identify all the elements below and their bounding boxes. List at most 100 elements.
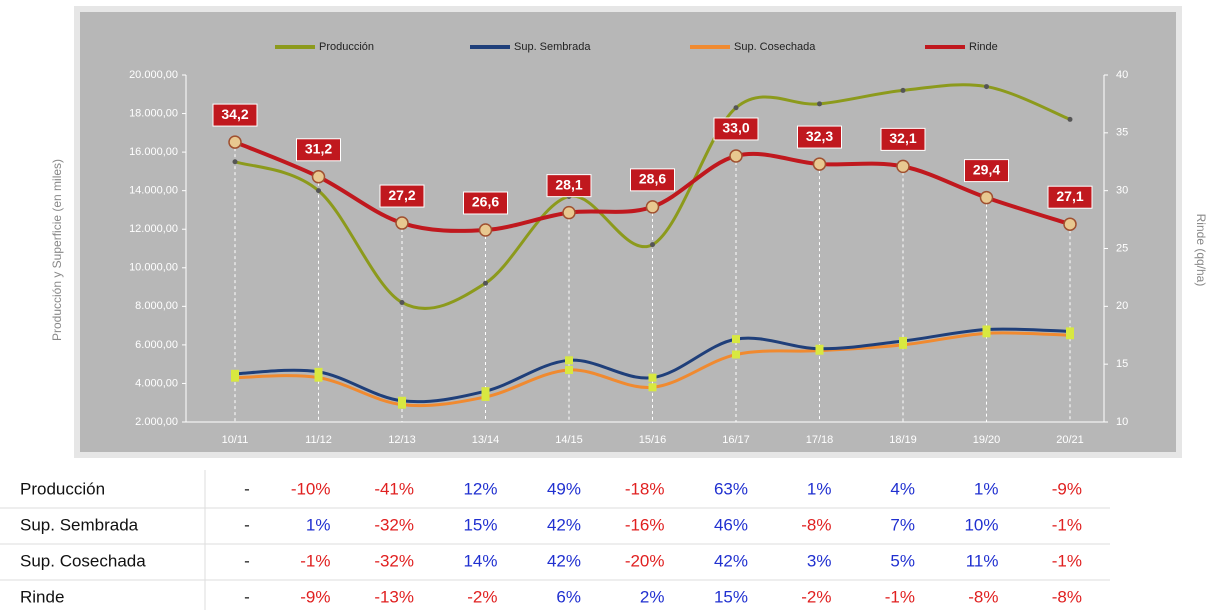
table-cell: -2% <box>801 587 831 606</box>
data-label: 28,6 <box>639 171 666 187</box>
table-cell: -1% <box>885 587 915 606</box>
table-cell: - <box>244 587 250 606</box>
data-label-box <box>713 117 759 141</box>
data-label-box <box>1047 185 1093 209</box>
legend-label: Sup. Cosechada <box>734 41 816 53</box>
point <box>729 149 743 163</box>
table-cell: -1% <box>300 551 330 570</box>
data-label-box <box>546 174 592 198</box>
y2-tick-label: 35 <box>1116 127 1128 139</box>
point <box>732 350 740 359</box>
y-tick-label: 12.000,00 <box>129 223 178 235</box>
y-tick-label: 16.000,00 <box>129 146 178 158</box>
table-cell: -8% <box>968 587 998 606</box>
table-cell: 42% <box>714 551 748 570</box>
x-tick-label: 18/19 <box>889 434 917 446</box>
row-label: Sup. Sembrada <box>20 515 139 534</box>
data-label: 32,1 <box>889 130 916 146</box>
point <box>228 135 242 149</box>
y-tick-label: 14.000,00 <box>129 185 178 197</box>
y-tick-label: 20.000,00 <box>129 69 178 81</box>
table-cell: 46% <box>714 515 748 534</box>
point <box>232 159 238 165</box>
y2-tick-label: 30 <box>1116 185 1128 197</box>
data-label-box <box>212 103 258 127</box>
x-tick-label: 16/17 <box>722 434 750 446</box>
table-cell: 12% <box>463 479 497 498</box>
table-cell: -18% <box>625 479 665 498</box>
table-cell: 4% <box>890 479 915 498</box>
point <box>900 87 906 93</box>
data-label-box <box>797 125 842 149</box>
table-cell: 49% <box>547 479 581 498</box>
point <box>565 356 573 365</box>
data-label: 33,0 <box>722 120 749 136</box>
point <box>1063 217 1077 231</box>
data-label-box <box>630 168 675 192</box>
data-label-box <box>880 127 926 151</box>
y2-tick-label: 20 <box>1116 300 1128 312</box>
x-tick-label: 12/13 <box>388 434 416 446</box>
data-label-box <box>379 184 425 208</box>
y-tick-label: 4.000,00 <box>135 377 178 389</box>
point <box>314 367 323 376</box>
table-cell: 1% <box>974 479 999 498</box>
table-cell: -13% <box>374 587 414 606</box>
point <box>565 365 573 374</box>
point <box>398 396 406 405</box>
data-label: 34,2 <box>221 106 248 122</box>
x-tick-label: 15/16 <box>639 434 667 446</box>
data-label-box <box>463 191 508 215</box>
plot-area <box>80 12 1176 452</box>
point <box>1066 327 1074 336</box>
table-cell: -8% <box>1052 587 1082 606</box>
y2-tick-label: 40 <box>1116 69 1128 81</box>
point <box>982 325 991 334</box>
table-cell: 2% <box>640 587 665 606</box>
legend-label: Rinde <box>969 41 998 53</box>
table-cell: 42% <box>547 515 581 534</box>
x-tick-label: 19/20 <box>973 434 1001 446</box>
table-cell: 11% <box>966 551 999 570</box>
y-tick-label: 8.000,00 <box>135 300 178 312</box>
table-cell: 5% <box>890 551 915 570</box>
table-cell: 1% <box>306 515 331 534</box>
point <box>817 101 822 107</box>
table-cell: 3% <box>807 551 832 570</box>
y2-tick-label: 25 <box>1116 242 1128 254</box>
table-cell: -8% <box>801 515 831 534</box>
point <box>648 373 657 382</box>
row-label: Rinde <box>20 587 64 606</box>
table-cell: - <box>244 515 250 534</box>
table-cell: 7% <box>890 515 915 534</box>
y2-axis-title: Rinde (qq/ha) <box>1194 214 1208 287</box>
table-cell: -16% <box>625 515 665 534</box>
y-tick-label: 18.000,00 <box>129 107 178 119</box>
point <box>648 383 657 392</box>
data-label: 32,3 <box>806 128 833 144</box>
point <box>478 223 493 237</box>
point <box>481 392 490 401</box>
y2-tick-label: 15 <box>1116 358 1128 370</box>
point <box>1067 116 1073 122</box>
table-cell: 6% <box>556 587 581 606</box>
point <box>733 105 739 111</box>
y-tick-label: 2.000,00 <box>135 416 178 428</box>
point <box>483 280 488 286</box>
point <box>812 157 827 171</box>
table-cell: -9% <box>300 587 330 606</box>
point <box>815 344 824 353</box>
table-cell: -1% <box>1052 515 1082 534</box>
table-cell: 15% <box>714 587 748 606</box>
point <box>314 373 323 382</box>
data-label: 28,1 <box>555 176 582 192</box>
table-cell: -32% <box>374 551 414 570</box>
table-cell: -9% <box>1052 479 1082 498</box>
data-label: 26,6 <box>472 194 499 210</box>
table-cell: 10% <box>964 515 998 534</box>
point <box>316 188 321 194</box>
x-tick-label: 11/12 <box>305 434 332 446</box>
y-tick-label: 6.000,00 <box>135 339 178 351</box>
y2-tick-label: 10 <box>1116 416 1128 428</box>
